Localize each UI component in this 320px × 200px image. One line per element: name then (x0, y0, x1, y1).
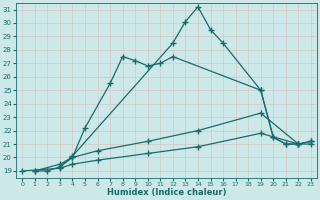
X-axis label: Humidex (Indice chaleur): Humidex (Indice chaleur) (107, 188, 226, 197)
